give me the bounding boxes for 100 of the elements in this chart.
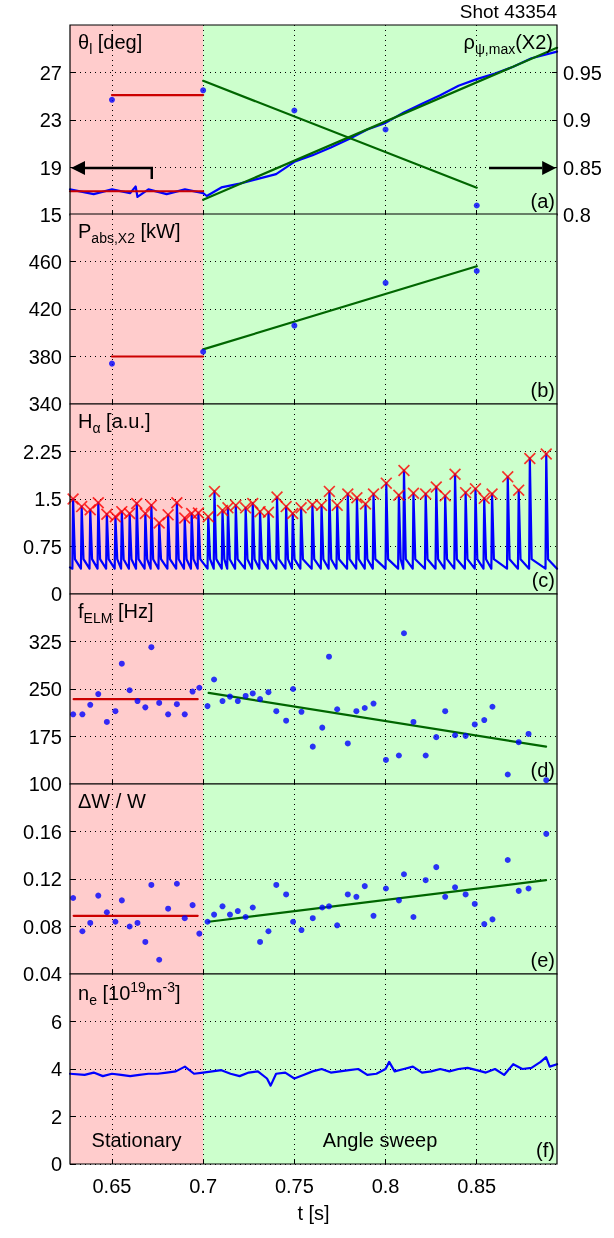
point [226, 911, 233, 918]
y-tick-label: 23 [39, 109, 62, 131]
point [156, 699, 163, 706]
point [273, 881, 280, 888]
y2-tick-label: 0.8 [563, 204, 591, 226]
point [344, 740, 351, 747]
point [504, 771, 511, 778]
point [249, 690, 256, 697]
point [221, 501, 234, 514]
point [123, 507, 136, 520]
point [442, 893, 449, 900]
point [165, 905, 172, 912]
point [95, 892, 102, 899]
point [84, 503, 97, 516]
point [515, 887, 522, 894]
point [204, 703, 211, 710]
point [489, 703, 496, 710]
point [75, 500, 88, 513]
y-tick-label: 1.5 [34, 488, 62, 510]
point [109, 510, 122, 523]
point [196, 684, 203, 691]
x-tick-label: 0.75 [274, 1175, 314, 1197]
y-tick-label: 0.04 [23, 963, 62, 985]
point [309, 915, 316, 922]
y-axis-title: P$_{abs,X2}$ [kW] [78, 220, 181, 247]
y-tick-label: 15 [39, 204, 62, 226]
point [283, 717, 290, 724]
point [473, 268, 480, 274]
y-tick-label: 0.16 [23, 820, 62, 843]
point [148, 644, 155, 651]
point [234, 698, 241, 705]
point [108, 360, 115, 367]
point [486, 487, 499, 500]
point [211, 676, 218, 683]
y-tick-label: 250 [28, 678, 62, 700]
point [512, 484, 525, 497]
point [392, 489, 405, 502]
y-tick-label: 4 [50, 1058, 62, 1080]
point [433, 864, 440, 871]
point [353, 708, 360, 715]
point [208, 485, 221, 498]
point [326, 653, 332, 660]
annotation: (c) [531, 569, 555, 591]
point [200, 87, 207, 94]
point [370, 700, 377, 707]
point [108, 96, 115, 103]
point [422, 877, 429, 884]
point [257, 696, 264, 703]
point [273, 708, 280, 715]
point [229, 499, 242, 512]
point [298, 708, 305, 715]
point [309, 743, 316, 750]
point [462, 732, 469, 739]
point [67, 493, 80, 505]
y-tick-label: 27 [39, 61, 62, 84]
point [370, 912, 377, 919]
y-tick-label: 0.75 [23, 535, 62, 558]
point [70, 895, 77, 901]
y2-tick-label: 0.95 [563, 61, 602, 84]
point [439, 489, 452, 502]
point [170, 496, 183, 509]
y-tick-label: 0 [50, 583, 62, 605]
y-tick-label: 6 [50, 1010, 62, 1033]
point [262, 506, 275, 519]
point [395, 897, 402, 904]
point [410, 914, 417, 920]
y2-tick-label: 0.85 [563, 156, 602, 179]
point [139, 507, 152, 520]
y-tick-label: 175 [28, 725, 62, 748]
point [400, 630, 407, 637]
y-tick-label: 2.25 [23, 440, 62, 463]
point [501, 470, 514, 483]
point [103, 718, 110, 725]
point [142, 938, 149, 945]
point [341, 487, 354, 500]
point [442, 708, 449, 715]
band-label: Stationary [91, 1129, 182, 1151]
point [134, 698, 141, 705]
y-axis-title: f$_{ELM}$ [Hz] [78, 600, 154, 627]
point [265, 689, 272, 696]
y2-tick-label: 0.9 [563, 109, 591, 131]
point [112, 918, 119, 925]
point [165, 711, 172, 718]
point [283, 891, 290, 898]
point [471, 900, 478, 907]
point [265, 928, 272, 935]
point [79, 928, 86, 935]
point [290, 686, 297, 692]
point [291, 322, 298, 329]
point [525, 885, 532, 892]
point [145, 499, 158, 512]
point [382, 279, 389, 286]
point [173, 701, 180, 708]
point [257, 938, 264, 945]
point [353, 893, 360, 900]
point [319, 904, 326, 911]
point [462, 891, 469, 898]
point [100, 508, 113, 521]
y-axis-title: ΔW / W [78, 790, 146, 812]
point [246, 497, 259, 510]
